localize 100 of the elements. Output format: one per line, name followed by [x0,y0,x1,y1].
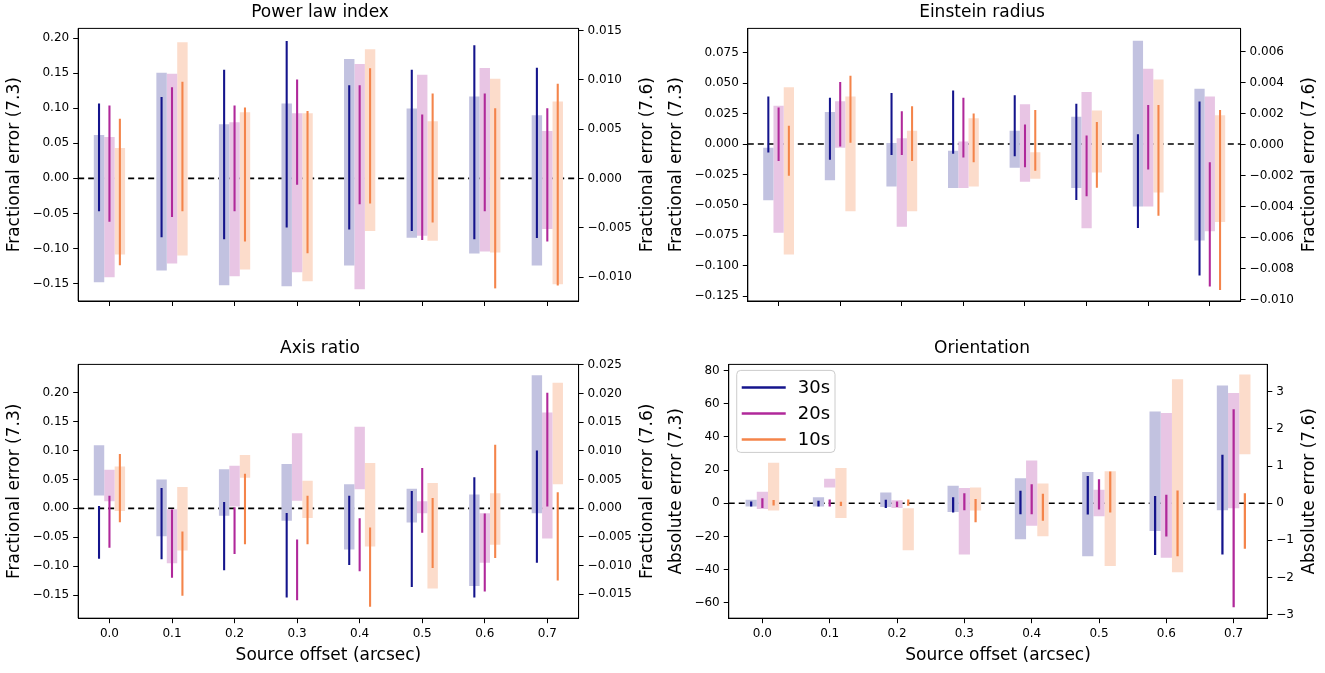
bar [369,68,372,204]
y2-tick-label: 3 [1276,383,1284,398]
y-tick-label: −0.125 [694,288,739,303]
bar [902,508,914,551]
bar [1149,411,1161,531]
bar [1019,490,1022,515]
x-tick-label: 0.0 [99,625,119,640]
y2-tick-label: 0.004 [1249,74,1284,89]
y-tick-label: −0.05 [32,205,70,220]
y-tick-label: 0.00 [42,170,70,185]
bar [896,138,907,227]
bar [229,465,240,507]
y-tick-label: 0 [712,495,720,510]
bar [291,433,303,501]
x-tick-label: 0.6 [1156,625,1176,640]
bar [750,501,753,507]
y2-tick-label: 0.005 [587,471,622,486]
y2-tick-label: −0.010 [1249,291,1295,306]
y2-tick-label: −3 [1276,606,1295,621]
bar [483,93,486,212]
x-tick-label: 0.0 [752,625,772,640]
bar [958,487,970,555]
y2-tick-label: −0.015 [587,586,633,601]
y-tick-label: 0.05 [42,135,70,150]
bar [907,499,910,506]
y2-tick-label: 0.020 [587,385,622,400]
bar [1085,135,1088,197]
y-tick-label: −0.15 [32,587,70,602]
bar [1243,493,1246,549]
legend-label: 30s [797,376,831,398]
y-axis-title: Absolute error (7.3) [664,408,685,575]
y2-tick-label: 0.015 [587,414,622,429]
y2-tick-label: −1 [1276,532,1295,547]
x-tick-label: 0.3 [954,625,974,640]
y2-tick-label: 0.000 [1249,136,1284,151]
bar [364,462,376,547]
bar [358,518,361,572]
bar [1081,91,1092,229]
y2-tick-label: 0.000 [587,500,622,515]
y-tick-label: 0.05 [42,471,70,486]
y2-tick-label: 0.015 [587,22,622,37]
bar [170,87,174,217]
y-axis-title: Fractional error (7.3) [664,77,685,253]
y-tick-label: −0.025 [694,166,739,181]
y2-tick-label: −0.004 [1249,198,1295,213]
y-tick-label: −0.050 [694,196,739,211]
x-axis-title: Source offset (arcsec) [905,644,1091,665]
y-tick-label: 80 [704,362,720,377]
bar [281,464,292,521]
bar [354,63,365,290]
bar [849,75,852,143]
y2-tick-label: 0.010 [587,443,622,458]
bar [358,85,361,205]
y-tick-label: −0.15 [32,275,70,290]
y-tick-label: 0.00 [42,500,70,515]
bar [1037,483,1049,537]
y2-tick-label: 0 [1276,495,1284,510]
bar [218,469,230,516]
y-tick-label: 60 [704,395,720,410]
y-tick-label: 0.10 [42,442,70,457]
bar [958,141,969,188]
y-tick-label: −0.100 [694,257,739,272]
bar [763,147,774,201]
bar [1104,471,1116,566]
bar [947,485,959,513]
bar [348,85,351,230]
bar [1030,484,1033,515]
bar [296,539,299,601]
y2-tick-label: −0.010 [587,269,633,284]
bar [1221,454,1224,555]
bar [845,96,856,212]
bar [948,150,959,188]
bar [1147,105,1150,170]
bar [817,500,820,507]
bar [777,107,780,162]
bar [783,87,795,255]
y2-axis-title: Fractional error (7.6) [636,403,657,579]
bar [160,97,163,238]
bar [1143,68,1154,207]
x-tick-label: 0.7 [1224,625,1244,640]
y-tick-label: −0.05 [32,529,70,544]
bar [556,492,559,581]
legend-label: 10s [797,428,831,450]
legend-label: 20s [797,402,831,424]
bar [835,467,847,519]
y-tick-label: 0.075 [704,44,739,59]
y-tick-label: −0.10 [32,240,70,255]
x-axis-title: Source offset (arcsec) [235,644,422,665]
y2-tick-label: 2 [1276,421,1284,436]
bar [494,444,497,559]
x-tick-label: 0.2 [225,625,245,640]
bar [93,445,105,496]
y2-axis-title: Fractional error (7.6) [636,77,657,253]
chart-title: Power law index [251,0,389,21]
y2-tick-label: −0.008 [1249,260,1295,275]
y-tick-label: −0.075 [694,227,739,242]
y2-tick-label: 0.002 [1249,105,1284,120]
y-tick-label: 0.15 [42,413,70,428]
y-axis-title: Fractional error (7.3) [2,403,23,579]
x-tick-label: 0.2 [887,625,907,640]
